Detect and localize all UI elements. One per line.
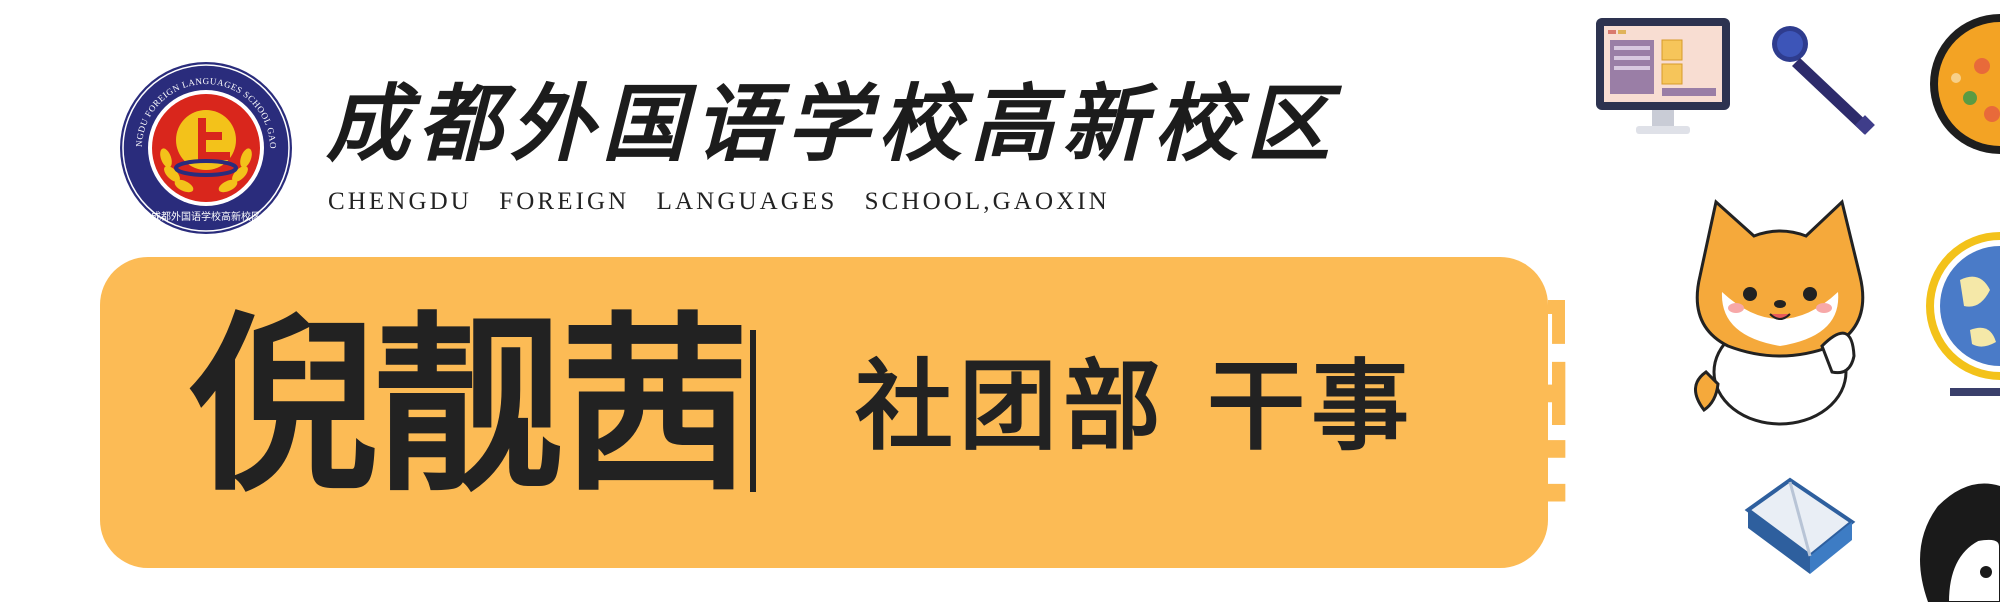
person-name: 倪靓茜 — [188, 296, 750, 517]
globe-icon — [1926, 232, 2000, 396]
pizza-icon — [1930, 14, 2000, 154]
school-name-en: CHENGDU FOREIGN LANGUAGES SCHOOL,GAOXIN — [328, 188, 1110, 215]
fifth-badge: 5TH — [1548, 290, 1583, 516]
divider — [750, 330, 756, 492]
school-emblem-icon: CHENGDU FOREIGN LANGUAGES SCHOOL GAOXIN … — [118, 60, 292, 234]
computer-monitor-icon — [1596, 18, 1730, 134]
cartoon-girl-icon — [1920, 483, 2000, 602]
logo-bottom-text: 成都外国语学校高新校区 — [151, 210, 261, 223]
microphone-icon — [1772, 26, 1875, 135]
book-icon — [1744, 477, 1856, 574]
fifth-badge-text: 5TH — [1548, 290, 1583, 516]
person-role: 社团部 干事 — [855, 350, 1416, 464]
shiba-dog-icon — [1694, 199, 1865, 426]
name-banner — [100, 257, 1548, 568]
school-name-cn: 成都外国语学校高新校区 — [326, 74, 1339, 173]
